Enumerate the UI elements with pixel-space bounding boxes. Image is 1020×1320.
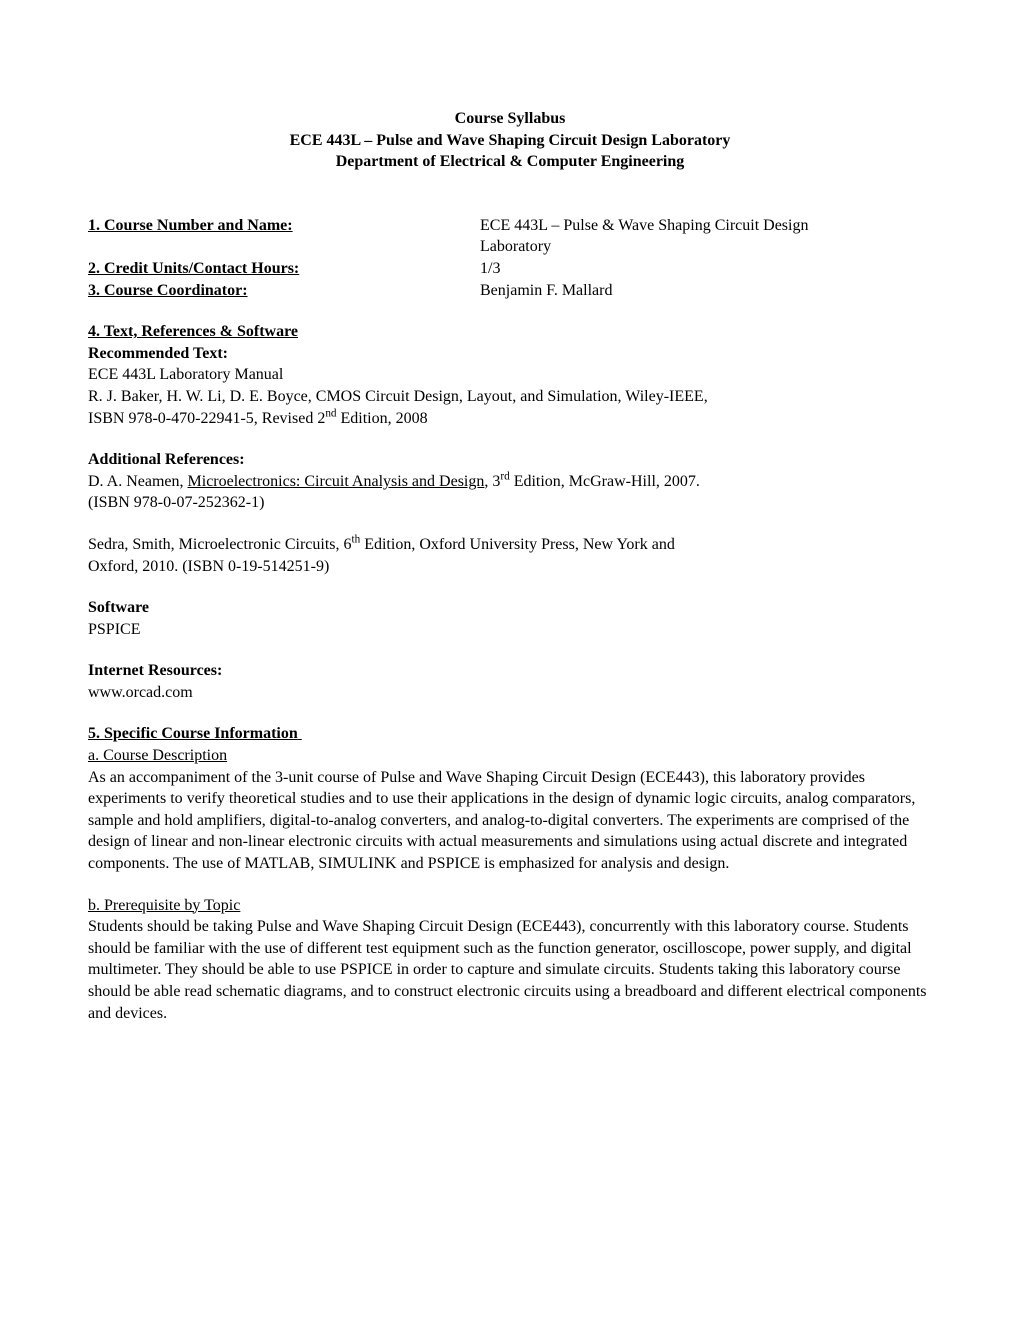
add-ref-2a-sup: th [352, 534, 361, 546]
row-credit: 2. Credit Units/Contact Hours: 1/3 [88, 258, 932, 280]
add-ref-1-line1: D. A. Neamen, Microelectronics: Circuit … [88, 471, 932, 493]
additional-refs-label: Additional References: [88, 449, 932, 471]
add-ref-2a-before: Sedra, Smith, Microelectronic Circuits, … [88, 536, 352, 553]
row-course-number-cont: Laboratory [88, 236, 932, 258]
add-ref-1b-after: Edition, McGraw-Hill, 2007. [510, 473, 700, 490]
add-ref-1a: D. A. Neamen, [88, 473, 188, 490]
header-line-1: Course Syllabus [88, 108, 932, 130]
document-header: Course Syllabus ECE 443L – Pulse and Wav… [88, 108, 932, 173]
add-ref-2a: Sedra, Smith, Microelectronic Circuits, … [88, 534, 932, 556]
add-ref-2a-after: Edition, Oxford University Press, New Yo… [360, 536, 675, 553]
rec-text-2a: R. J. Baker, H. W. Li, D. E. Boyce, CMOS… [88, 386, 932, 408]
row-course-number: 1. Course Number and Name: ECE 443L – Pu… [88, 215, 932, 237]
rec-text-2b-sup: nd [325, 407, 336, 419]
add-ref-1b-sup: rd [500, 470, 509, 482]
recommended-text-label: Recommended Text: [88, 343, 932, 365]
header-line-3: Department of Electrical & Computer Engi… [88, 151, 932, 173]
rec-text-2b: ISBN 978-0-470-22941-5, Revised 2nd Edit… [88, 408, 932, 430]
section-software: Software PSPICE [88, 597, 932, 640]
software-value: PSPICE [88, 619, 932, 641]
row-coordinator: 3. Course Coordinator: Benjamin F. Malla… [88, 280, 932, 302]
section-prereq: b. Prerequisite by Topic Students should… [88, 895, 932, 1025]
internet-value: www.orcad.com [88, 682, 932, 704]
section-additional-refs-2: Sedra, Smith, Microelectronic Circuits, … [88, 534, 932, 577]
specific-info-label: 5. Specific Course Information [88, 723, 932, 745]
rec-text-1: ECE 443L Laboratory Manual [88, 364, 932, 386]
course-desc-label: a. Course Description [88, 745, 932, 767]
credit-value: 1/3 [480, 258, 932, 280]
section-text-refs: 4. Text, References & Software Recommend… [88, 321, 932, 429]
prereq-text: Students should be taking Pulse and Wave… [88, 916, 932, 1024]
section-internet: Internet Resources: www.orcad.com [88, 660, 932, 703]
rec-text-2b-before: ISBN 978-0-470-22941-5, Revised 2 [88, 410, 325, 427]
prereq-label: b. Prerequisite by Topic [88, 895, 932, 917]
coordinator-value: Benjamin F. Mallard [480, 280, 932, 302]
course-number-value-1: ECE 443L – Pulse & Wave Shaping Circuit … [480, 215, 932, 237]
spacer [88, 236, 480, 258]
text-refs-label: 4. Text, References & Software [88, 321, 932, 343]
rec-text-2b-after: Edition, 2008 [337, 410, 428, 427]
add-ref-1b-before: , 3 [484, 473, 500, 490]
specific-info-label-text: 5. Specific Course Information [88, 725, 298, 742]
credit-label: 2. Credit Units/Contact Hours: [88, 258, 480, 280]
software-label: Software [88, 597, 932, 619]
internet-label: Internet Resources: [88, 660, 932, 682]
add-ref-2b: Oxford, 2010. (ISBN 0-19-514251-9) [88, 556, 932, 578]
header-line-2: ECE 443L – Pulse and Wave Shaping Circui… [88, 130, 932, 152]
section-additional-refs: Additional References: D. A. Neamen, Mic… [88, 449, 932, 514]
course-number-label: 1. Course Number and Name: [88, 215, 480, 237]
add-ref-1c: (ISBN 978-0-07-252362-1) [88, 492, 932, 514]
add-ref-1-title: Microelectronics: Circuit Analysis and D… [188, 473, 485, 490]
section-specific-info: 5. Specific Course Information a. Course… [88, 723, 932, 874]
course-desc-text: As an accompaniment of the 3-unit course… [88, 767, 932, 875]
course-number-value-2: Laboratory [480, 236, 932, 258]
coordinator-label: 3. Course Coordinator: [88, 280, 480, 302]
